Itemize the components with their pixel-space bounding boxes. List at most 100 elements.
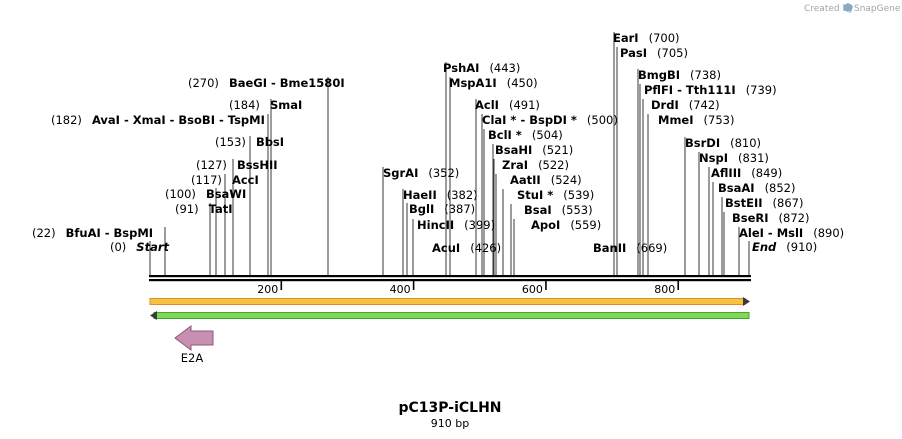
site-name: AccI	[232, 173, 259, 187]
site-label[interactable]: (91) TatI	[175, 202, 233, 216]
site-label[interactable]: BmgBI (738)	[638, 68, 721, 82]
site-position: (872)	[779, 211, 810, 225]
site-name: TatI	[209, 202, 233, 216]
site-label[interactable]: (127) BssHII	[196, 158, 278, 172]
site-name: DrdI	[651, 98, 679, 112]
site-name: BanII	[593, 241, 626, 255]
site-name: PshAI	[443, 61, 479, 75]
site-name: AvaI - XmaI - BsoBI - TspMI	[92, 113, 265, 127]
site-label[interactable]: AclI (491)	[475, 98, 540, 112]
site-name: BmgBI	[638, 68, 680, 82]
site-label[interactable]: PasI (705)	[620, 46, 688, 60]
site-name: AleI - MslI	[739, 226, 803, 240]
site-label[interactable]: (100) BsaWI	[165, 187, 246, 201]
site-label[interactable]: BsaAI (852)	[718, 181, 796, 195]
site-label[interactable]: PshAI (443)	[443, 61, 520, 75]
site-label[interactable]: (0) Start	[110, 240, 170, 254]
site-label[interactable]: MmeI (753)	[658, 113, 734, 127]
ruler-tick-label: 600	[522, 283, 543, 296]
site-position: (352)	[428, 166, 459, 180]
site-label[interactable]: BstEII (867)	[725, 196, 803, 210]
site-name: BclI *	[488, 128, 522, 142]
site-label[interactable]: End (910)	[752, 240, 817, 254]
site-name: BseRI	[732, 211, 769, 225]
site-label[interactable]: BsaI (553)	[524, 203, 593, 217]
site-name: BsaWI	[206, 187, 246, 201]
site-label[interactable]: EarI (700)	[613, 31, 680, 45]
site-name: ZraI	[502, 158, 528, 172]
site-label[interactable]: SgrAI (352)	[383, 166, 459, 180]
site-label[interactable]: BclI * (504)	[488, 128, 563, 142]
site-label[interactable]: BglI (387)	[409, 202, 475, 216]
site-name: BssHII	[237, 158, 278, 172]
site-label[interactable]: HaeII (382)	[403, 188, 478, 202]
site-name: MmeI	[658, 113, 694, 127]
ruler-tick-label: 800	[654, 283, 675, 296]
site-label[interactable]: (184) SmaI	[229, 98, 302, 112]
site-position: (700)	[649, 31, 680, 45]
site-name: BsaHI	[495, 143, 532, 157]
site-position: (270)	[188, 76, 219, 90]
site-name: AatII	[510, 173, 541, 187]
site-name: BsaAI	[718, 181, 755, 195]
site-position: (810)	[730, 136, 761, 150]
site-position: (553)	[562, 203, 593, 217]
site-name: MspA1I	[449, 76, 497, 90]
site-position: (91)	[175, 202, 199, 216]
forward-strand-bar[interactable]	[149, 297, 750, 306]
site-position: (443)	[489, 61, 520, 75]
credit-prefix: Created by	[804, 4, 854, 14]
reverse-strand-bar[interactable]	[150, 311, 750, 320]
site-position: (182)	[51, 113, 82, 127]
site-position: (521)	[542, 143, 573, 157]
site-name: HaeII	[403, 188, 437, 202]
site-label[interactable]: AleI - MslI (890)	[739, 226, 844, 240]
site-label[interactable]: HincII (399)	[417, 218, 495, 232]
site-position: (705)	[657, 46, 688, 60]
site-label[interactable]: (153) BbsI	[215, 135, 284, 149]
site-position: (753)	[704, 113, 735, 127]
site-position: (739)	[746, 83, 777, 97]
site-name: BsrDI	[685, 136, 720, 150]
site-label[interactable]: MspA1I (450)	[449, 76, 538, 90]
site-label[interactable]: AcuI (426)	[432, 241, 501, 255]
site-label[interactable]: (22) BfuAI - BspMI	[32, 226, 153, 240]
site-name: SmaI	[270, 98, 302, 112]
site-position: (426)	[470, 241, 501, 255]
site-position: (539)	[563, 188, 594, 202]
site-label[interactable]: ClaI * - BspDI * (500)	[482, 113, 618, 127]
site-label[interactable]: (182) AvaI - XmaI - BsoBI - TspMI	[51, 113, 265, 127]
site-position: (387)	[444, 202, 475, 216]
site-position: (382)	[447, 188, 478, 202]
site-position: (738)	[690, 68, 721, 82]
site-label[interactable]: (117) AccI	[191, 173, 259, 187]
site-position: (0)	[110, 240, 126, 254]
site-name: BsaI	[524, 203, 552, 217]
site-label[interactable]: PflFI - Tth111I (739)	[644, 83, 777, 97]
site-label[interactable]: AatII (524)	[510, 173, 582, 187]
site-label[interactable]: BanII (669)	[593, 241, 667, 255]
site-label[interactable]: StuI * (539)	[517, 188, 594, 202]
site-label[interactable]: (270) BaeGI - Bme1580I	[188, 76, 345, 90]
site-position: (127)	[196, 158, 227, 172]
site-label[interactable]: AflIII (849)	[711, 166, 782, 180]
site-position: (849)	[751, 166, 782, 180]
site-position: (153)	[215, 135, 246, 149]
site-label[interactable]: ZraI (522)	[502, 158, 569, 172]
site-position: (852)	[765, 181, 796, 195]
site-position: (100)	[165, 187, 196, 201]
site-position: (831)	[738, 151, 769, 165]
site-label[interactable]: ApoI (559)	[531, 218, 601, 232]
e2a-feature[interactable]	[174, 325, 214, 351]
site-name: PflFI - Tth111I	[644, 83, 736, 97]
site-label[interactable]: NspI (831)	[699, 151, 769, 165]
site-label[interactable]: BsaHI (521)	[495, 143, 573, 157]
site-name: BglI	[409, 202, 434, 216]
site-label[interactable]: BseRI (872)	[732, 211, 809, 225]
site-label[interactable]: BsrDI (810)	[685, 136, 761, 150]
site-name: SgrAI	[383, 166, 418, 180]
site-label[interactable]: DrdI (742)	[651, 98, 720, 112]
site-position: (669)	[636, 241, 667, 255]
site-position: (910)	[786, 240, 817, 254]
site-name: BstEII	[725, 196, 763, 210]
